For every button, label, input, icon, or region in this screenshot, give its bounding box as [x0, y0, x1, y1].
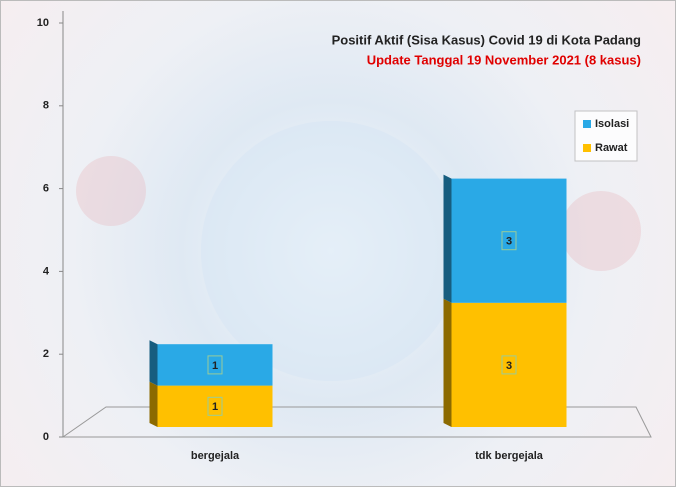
- value-label: 1: [212, 360, 218, 372]
- chart-subtitle: Update Tanggal 19 November 2021 (8 kasus…: [367, 52, 641, 67]
- value-label-box: [207, 396, 223, 416]
- floor: [61, 406, 652, 438]
- bar-side: [443, 174, 452, 303]
- background-virus: [76, 156, 146, 226]
- value-label: 1: [212, 401, 218, 413]
- value-label: 3: [506, 360, 512, 372]
- legend-swatch: [583, 120, 591, 128]
- y-tick-label: 8: [43, 100, 49, 112]
- y-tick-label: 6: [43, 183, 49, 195]
- chart-title: Positif Aktif (Sisa Kasus) Covid 19 di K…: [332, 32, 641, 47]
- bar-side: [149, 381, 158, 427]
- background-virus: [561, 191, 641, 271]
- value-label: 3: [506, 236, 512, 248]
- value-label-box: [207, 355, 223, 375]
- background-globe: [201, 121, 461, 381]
- legend-label: Rawat: [595, 142, 628, 154]
- bar-side: [149, 340, 158, 386]
- x-tick-label: bergejala: [191, 450, 240, 462]
- value-label-box: [501, 231, 517, 251]
- y-tick-label: 2: [43, 348, 49, 360]
- value-label-box: [501, 355, 517, 375]
- y-tick-label: 0: [43, 431, 49, 443]
- bar-side: [443, 298, 452, 427]
- x-tick-label: tdk bergejala: [475, 450, 544, 462]
- legend: [574, 110, 638, 162]
- legend-swatch: [583, 144, 591, 152]
- y-tick-label: 10: [37, 17, 49, 29]
- legend-label: Isolasi: [595, 118, 629, 130]
- y-tick-label: 4: [43, 265, 50, 277]
